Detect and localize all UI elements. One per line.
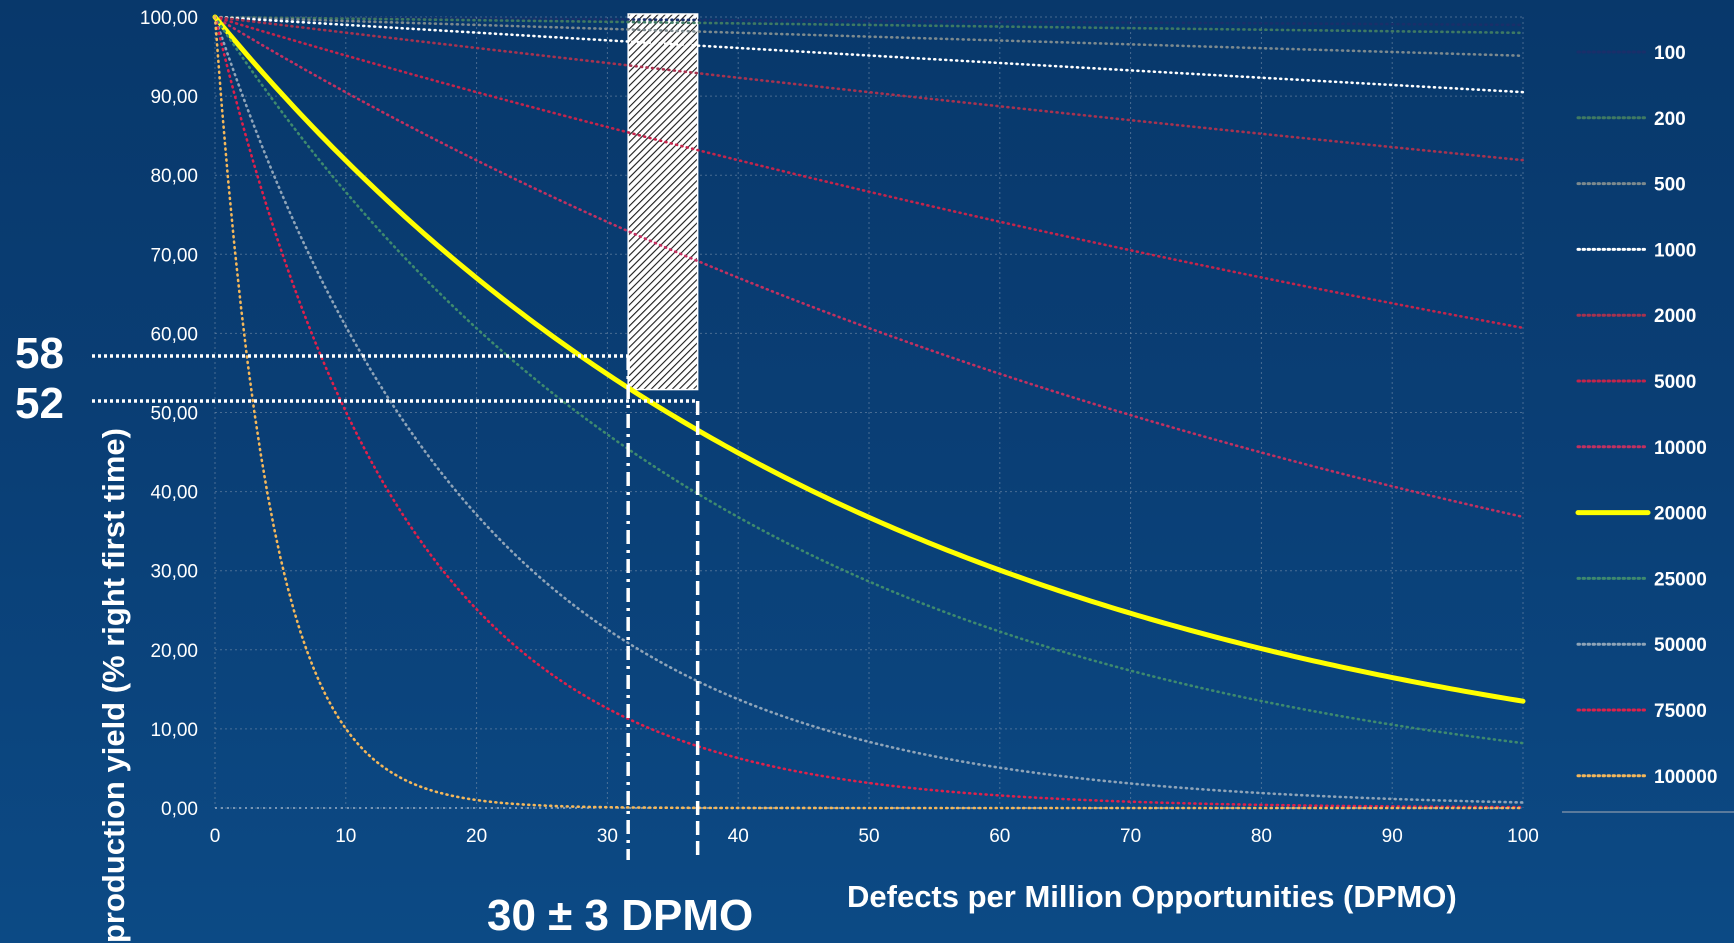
series-line-75000: [213, 15, 1525, 809]
series-line-10000: [213, 15, 1525, 519]
legend-label-25000: 25000: [1654, 569, 1707, 590]
y-tick-label: 30,00: [150, 562, 198, 583]
x-tick-label: 70: [1120, 826, 1141, 847]
series-lines: [212, 14, 1526, 810]
y-tick-label: 20,00: [150, 641, 198, 662]
grid-lines: [214, 16, 1524, 809]
y-tick-label: 80,00: [150, 166, 198, 187]
y-tick-label: 100,00: [140, 8, 198, 29]
x-axis-ticks: 0 10 20 30 40 50 60 70 80 90 100: [210, 826, 1539, 847]
legend-label-75000: 75000: [1654, 701, 1707, 722]
series-line-500: [213, 15, 1525, 58]
x-axis-title: Defects per Million Opportunities (DPMO): [847, 879, 1457, 914]
y-tick-label: 50,00: [150, 404, 198, 425]
x-tick-label: 40: [728, 826, 749, 847]
series-line-100: [213, 15, 1525, 27]
legend-label-50000: 50000: [1654, 635, 1707, 656]
series-line-50000: [213, 15, 1525, 804]
series-line-5000: [213, 15, 1525, 330]
x-tick-label: 10: [335, 826, 356, 847]
x-tick-label: 0: [210, 826, 221, 847]
y-tick-label: 90,00: [150, 87, 198, 108]
annotation-lines: [92, 354, 700, 860]
tolerance-range-box: [627, 13, 699, 391]
x-tick-label: 100: [1507, 826, 1539, 847]
y-tick-label: 0,00: [161, 799, 198, 820]
y-tick-label: 40,00: [150, 483, 198, 504]
x-tick-label: 50: [858, 826, 879, 847]
series-line-200: [213, 15, 1525, 35]
y-axis-ticks: 0,00 10,00 20,00 30,00 40,00 50,00 60,00 70,00 8…: [140, 8, 198, 820]
y-tick-label: 60,00: [150, 324, 198, 345]
series-line-2000: [213, 15, 1525, 162]
dpmo-range-label: 30 ± 3 DPMO: [487, 891, 753, 940]
y-tick-label: 10,00: [150, 720, 198, 741]
legend-label-500: 500: [1654, 175, 1686, 196]
series-line-100000: [213, 15, 1525, 810]
series-line-20000: [212, 14, 1526, 704]
x-tick-label: 60: [989, 826, 1010, 847]
x-tick-label: 30: [597, 826, 618, 847]
y-axis-title: production yield (% right first time): [96, 428, 131, 943]
x-tick-label: 90: [1382, 826, 1403, 847]
legend-label-100000: 100000: [1654, 767, 1717, 788]
legend-label-2000: 2000: [1654, 306, 1696, 327]
x-tick-label: 80: [1251, 826, 1272, 847]
yield-label-58: 58: [15, 329, 64, 378]
legend: 100 200 500 1000 2000 5000 10000 20000 25000 5000…: [1575, 43, 1717, 788]
series-line-1000: [213, 15, 1525, 94]
yield-label-52: 52: [15, 379, 64, 428]
legend-label-100: 100: [1654, 43, 1686, 64]
legend-label-10000: 10000: [1654, 438, 1707, 459]
legend-label-1000: 1000: [1654, 240, 1696, 261]
legend-label-200: 200: [1654, 109, 1686, 130]
x-tick-label: 20: [466, 826, 487, 847]
legend-label-20000: 20000: [1654, 504, 1707, 525]
legend-label-5000: 5000: [1654, 372, 1696, 393]
y-tick-label: 70,00: [150, 245, 198, 266]
series-line-25000: [213, 15, 1525, 745]
